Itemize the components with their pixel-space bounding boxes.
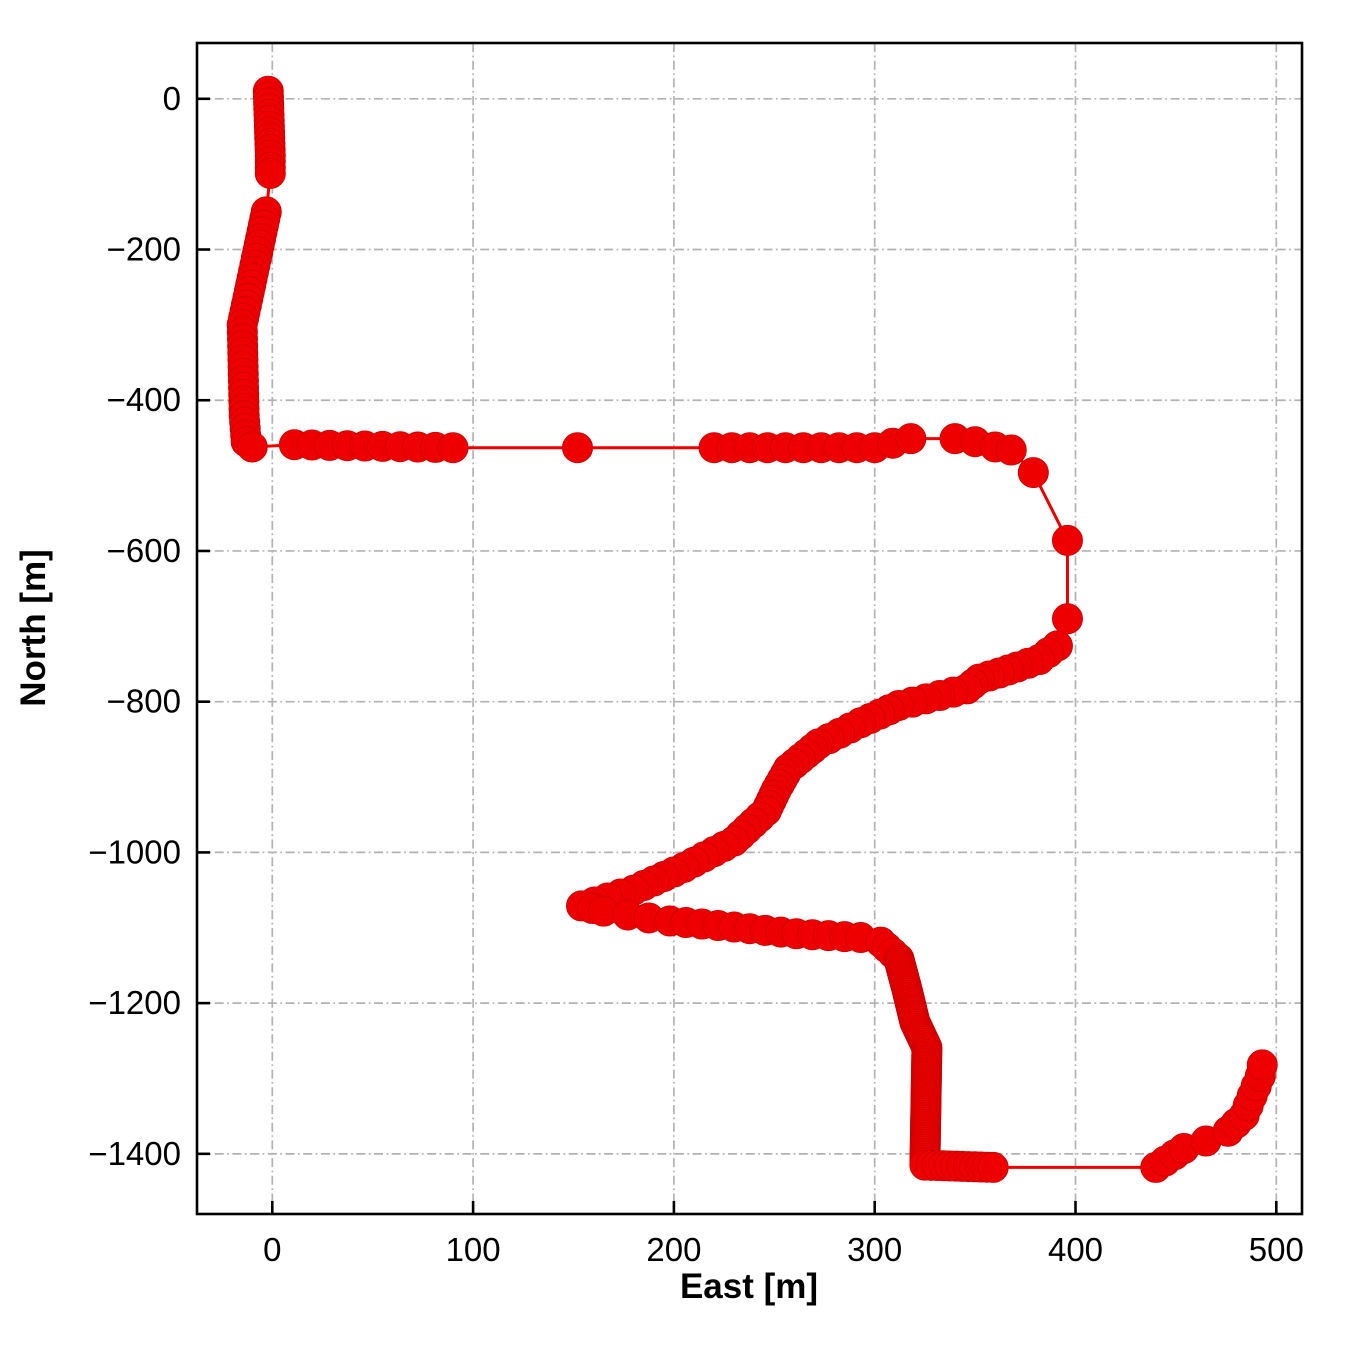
svg-text:0: 0 xyxy=(263,1231,281,1268)
svg-text:0: 0 xyxy=(163,80,181,117)
svg-text:−600: −600 xyxy=(107,532,181,569)
svg-text:−1200: −1200 xyxy=(88,984,181,1021)
svg-text:200: 200 xyxy=(646,1231,701,1268)
svg-text:500: 500 xyxy=(1249,1231,1304,1268)
svg-text:100: 100 xyxy=(446,1231,501,1268)
svg-text:400: 400 xyxy=(1048,1231,1103,1268)
svg-text:300: 300 xyxy=(847,1231,902,1268)
svg-text:−200: −200 xyxy=(107,231,181,268)
svg-text:North [m]: North [m] xyxy=(14,549,53,706)
svg-text:East [m]: East [m] xyxy=(680,1267,818,1306)
svg-text:−1000: −1000 xyxy=(88,833,181,870)
svg-text:−1400: −1400 xyxy=(88,1135,181,1172)
svg-text:−800: −800 xyxy=(107,683,181,720)
svg-text:−400: −400 xyxy=(107,381,181,418)
